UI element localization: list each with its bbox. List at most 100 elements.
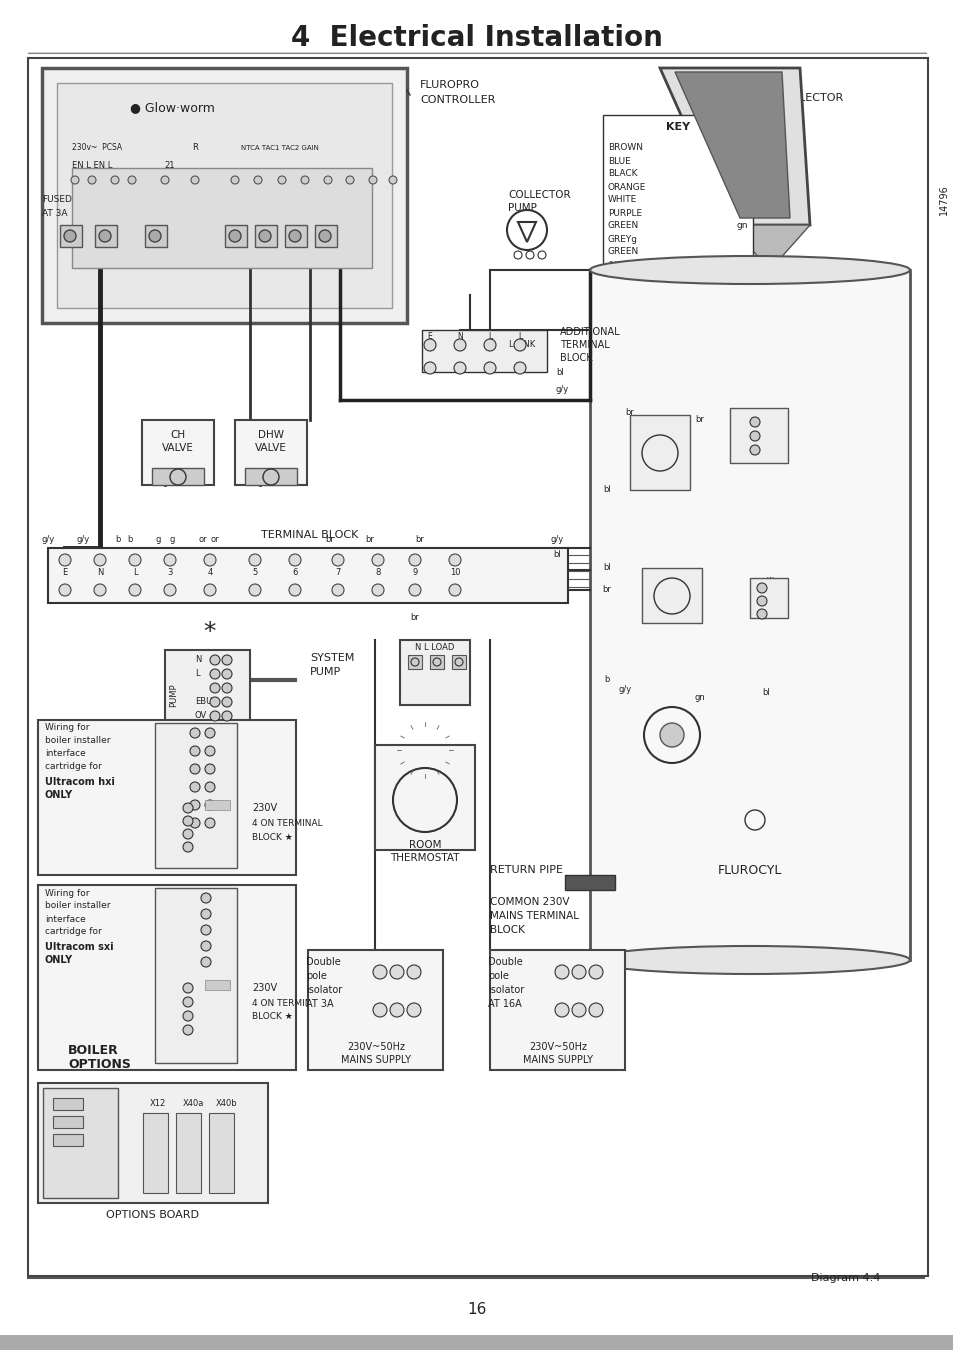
Text: BROWN: BROWN xyxy=(607,143,642,153)
Circle shape xyxy=(190,801,200,810)
Text: R: R xyxy=(162,829,168,838)
Circle shape xyxy=(183,829,193,838)
Circle shape xyxy=(205,764,214,774)
Bar xyxy=(375,745,475,850)
Bar xyxy=(154,724,236,868)
Text: 230V: 230V xyxy=(252,803,276,813)
Bar xyxy=(205,980,230,990)
Text: br: br xyxy=(365,536,374,544)
Bar xyxy=(408,655,421,670)
Text: 65: 65 xyxy=(659,570,669,576)
Circle shape xyxy=(229,230,241,242)
Text: br: br xyxy=(695,416,703,424)
Circle shape xyxy=(409,554,420,566)
Circle shape xyxy=(572,1003,585,1017)
Circle shape xyxy=(277,176,286,184)
Text: b: b xyxy=(603,675,609,684)
Circle shape xyxy=(205,818,214,828)
Text: R: R xyxy=(162,1011,168,1021)
Circle shape xyxy=(222,683,232,693)
Circle shape xyxy=(423,339,436,351)
Circle shape xyxy=(222,697,232,707)
Text: OTC1: OTC1 xyxy=(162,941,184,950)
Text: 5: 5 xyxy=(253,568,257,578)
Bar xyxy=(452,655,465,670)
Text: F: F xyxy=(162,1026,167,1034)
Text: cartridge for: cartridge for xyxy=(45,927,102,937)
Circle shape xyxy=(369,176,376,184)
Circle shape xyxy=(210,670,220,679)
Text: isolator: isolator xyxy=(488,986,524,995)
Circle shape xyxy=(332,554,344,566)
Circle shape xyxy=(514,339,525,351)
Circle shape xyxy=(149,230,161,242)
Bar xyxy=(308,950,442,1071)
Text: AT 3A: AT 3A xyxy=(42,208,68,217)
Circle shape xyxy=(201,941,211,950)
Circle shape xyxy=(318,230,331,242)
Text: gn: gn xyxy=(736,221,747,231)
Circle shape xyxy=(346,176,354,184)
Circle shape xyxy=(454,362,465,374)
Bar xyxy=(175,1112,201,1193)
Text: BLOCK ★: BLOCK ★ xyxy=(252,833,293,841)
Text: MAINS TERMINAL: MAINS TERMINAL xyxy=(490,911,578,921)
Text: MAINS SUPPLY: MAINS SUPPLY xyxy=(340,1054,411,1065)
Text: L: L xyxy=(517,332,521,342)
Text: boiler installer: boiler installer xyxy=(45,737,111,745)
Bar xyxy=(142,420,213,485)
Bar xyxy=(234,420,307,485)
Bar xyxy=(48,548,567,603)
Text: 9: 9 xyxy=(412,568,417,578)
Text: g/y: g/y xyxy=(556,386,569,394)
Text: 30: 30 xyxy=(647,431,656,436)
Bar xyxy=(60,225,82,247)
Circle shape xyxy=(249,585,261,595)
Circle shape xyxy=(190,747,200,756)
Text: N L LOAD: N L LOAD xyxy=(415,644,455,652)
Bar xyxy=(225,225,247,247)
Text: N: N xyxy=(737,432,742,440)
Circle shape xyxy=(757,609,766,620)
Circle shape xyxy=(324,176,332,184)
Circle shape xyxy=(204,554,215,566)
Circle shape xyxy=(483,339,496,351)
Circle shape xyxy=(390,965,403,979)
Circle shape xyxy=(222,655,232,666)
Text: pole: pole xyxy=(306,971,327,981)
Text: HW ON: HW ON xyxy=(95,1156,101,1180)
Text: N: N xyxy=(456,332,462,342)
Ellipse shape xyxy=(589,256,909,284)
Text: *: * xyxy=(204,620,216,644)
Text: or: or xyxy=(779,606,787,614)
Circle shape xyxy=(514,362,525,374)
Circle shape xyxy=(205,747,214,756)
Bar xyxy=(245,468,296,485)
Bar xyxy=(38,720,295,875)
Text: F: F xyxy=(162,842,167,852)
Text: w: w xyxy=(740,196,747,204)
Text: p: p xyxy=(741,208,747,217)
Text: TERMINAL BLOCK: TERMINAL BLOCK xyxy=(261,531,358,540)
Circle shape xyxy=(204,585,215,595)
Text: br: br xyxy=(625,409,634,417)
Circle shape xyxy=(99,230,111,242)
Text: GREEN: GREEN xyxy=(607,221,639,231)
Circle shape xyxy=(94,585,106,595)
Text: X40a: X40a xyxy=(183,1099,204,1107)
Text: 230v~  PCSA: 230v~ PCSA xyxy=(71,143,122,153)
Circle shape xyxy=(94,554,106,566)
Bar xyxy=(641,568,701,622)
Circle shape xyxy=(183,983,193,994)
Text: 4 ON TERMINAL: 4 ON TERMINAL xyxy=(252,819,322,829)
Circle shape xyxy=(757,583,766,593)
Bar xyxy=(729,408,787,463)
Bar xyxy=(152,468,204,485)
Circle shape xyxy=(59,554,71,566)
Text: br: br xyxy=(416,536,424,544)
Text: VALVE: VALVE xyxy=(254,443,287,454)
Circle shape xyxy=(205,801,214,810)
Text: N: N xyxy=(162,803,168,813)
Circle shape xyxy=(164,554,175,566)
Circle shape xyxy=(372,585,384,595)
